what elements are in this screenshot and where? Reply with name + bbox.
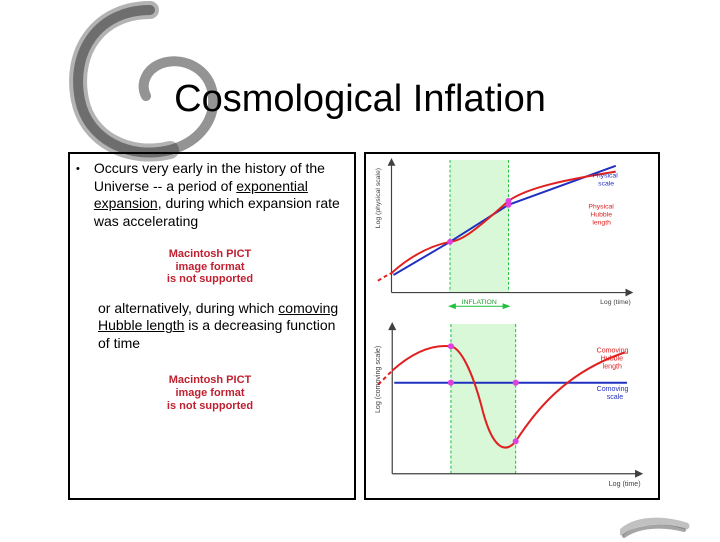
- chart-panel: Log (physical scale) Log (time) Physical…: [364, 152, 660, 500]
- blue-label-b1: Comoving: [597, 385, 629, 393]
- red-label-top3: length: [592, 219, 611, 226]
- blue-label-top2: scale: [598, 180, 614, 187]
- bullet-1: • Occurs very early in the history of th…: [76, 160, 344, 230]
- pict-line-3: is not supported: [76, 273, 344, 286]
- red-label-b2: Hubble: [601, 354, 623, 362]
- blue-label-b2: scale: [607, 393, 624, 401]
- inflation-band-2: [451, 324, 516, 474]
- red-label-top2: Hubble: [590, 212, 612, 219]
- bullet-marker: •: [76, 160, 80, 230]
- comoving-scale-chart: Log (comoving scale) Log (time) Comoving…: [372, 322, 655, 494]
- ylabel-bottom: Log (comoving scale): [374, 346, 382, 413]
- pict-line-1b: Macintosh PICT: [76, 374, 344, 387]
- slide-title: Cosmological Inflation: [0, 78, 720, 121]
- pict-line-1: Macintosh PICT: [76, 248, 344, 261]
- red-label-b1: Comoving: [597, 346, 629, 354]
- pict-line-3b: is not supported: [76, 400, 344, 413]
- pict-error-2: Macintosh PICT image format is not suppo…: [76, 374, 344, 412]
- ink-stroke-decoration: [620, 514, 690, 542]
- pict-error-1: Macintosh PICT image format is not suppo…: [76, 248, 344, 286]
- text-panel: • Occurs very early in the history of th…: [68, 152, 356, 500]
- pict-line-2: image format: [76, 261, 344, 274]
- bullet-text: Occurs very early in the history of the …: [94, 160, 344, 230]
- content-area: • Occurs very early in the history of th…: [68, 152, 660, 500]
- alt-paragraph: or alternatively, during which comoving …: [76, 300, 344, 353]
- physical-scale-chart: Log (physical scale) Log (time) Physical…: [372, 158, 645, 314]
- pict-line-2b: image format: [76, 387, 344, 400]
- xlabel-bottom: Log (time): [609, 480, 641, 488]
- red-label-top: Physical: [588, 204, 614, 211]
- red-label-b3: length: [603, 363, 622, 371]
- xlabel-top: Log (time): [600, 299, 631, 306]
- inflation-label: INFLATION: [462, 299, 497, 306]
- ylabel-top: Log (physical scale): [375, 168, 382, 228]
- blue-label-top: Physical: [592, 173, 618, 180]
- alt-pre: or alternatively, during which: [98, 300, 278, 316]
